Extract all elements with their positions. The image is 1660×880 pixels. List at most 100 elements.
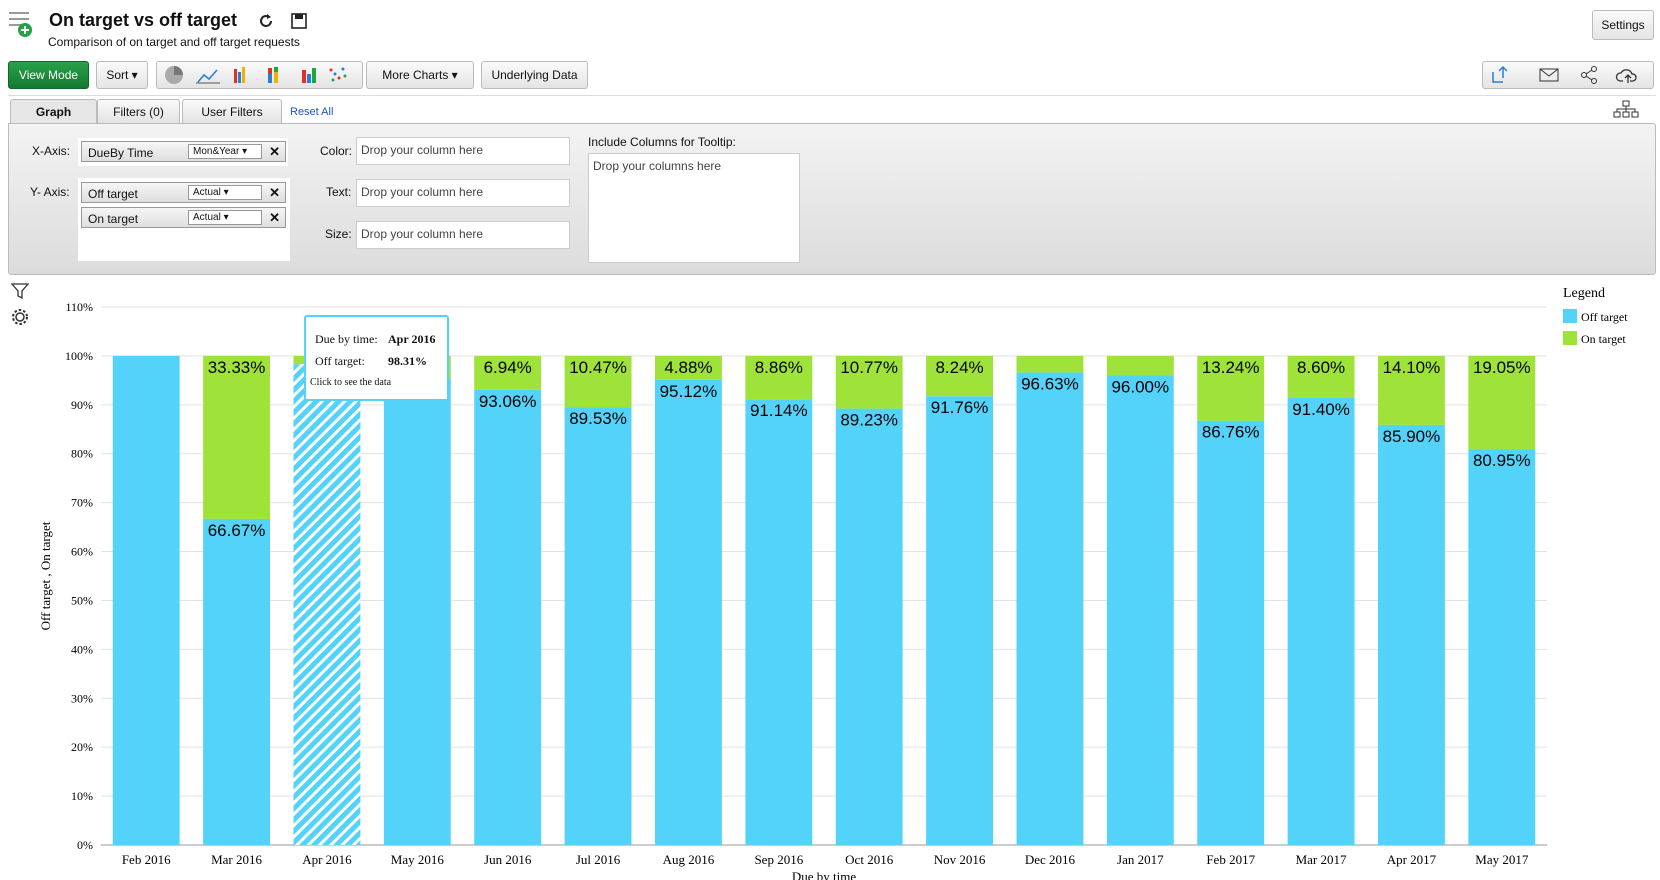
text-drop[interactable]: Drop your column here (356, 179, 570, 207)
x-tick-label: Feb 2017 (1206, 852, 1255, 867)
x-tick-label: Sep 2016 (754, 852, 803, 867)
chart-type-icons[interactable] (157, 62, 362, 88)
bar-segment (1197, 420, 1265, 845)
x-tick-label: Apr 2017 (1387, 852, 1437, 867)
x-tick-label: Nov 2016 (934, 852, 986, 867)
data-label: 89.23% (840, 411, 898, 430)
share-group (1482, 61, 1654, 89)
bar-segment (1016, 355, 1084, 373)
data-label: 4.88% (664, 358, 712, 377)
hierarchy-icon[interactable] (1612, 100, 1640, 118)
legend-label: On target (1581, 332, 1626, 346)
tooltip-columns-drop[interactable]: Drop your columns here (588, 153, 800, 263)
x-tick-label: Mar 2016 (211, 852, 262, 867)
bar-segment (1377, 424, 1445, 845)
view-mode-button[interactable]: View Mode (8, 61, 89, 89)
filters-tab[interactable]: Filters (0) (97, 99, 180, 124)
x-column-name: DueBy Time (88, 146, 154, 160)
y-axis-label: Y- Axis: (30, 185, 70, 199)
x-grouping-select[interactable]: Mon&Year ▾ (188, 144, 262, 159)
page-title: On target vs off target (49, 10, 238, 30)
x-tick-label: May 2016 (391, 852, 445, 867)
x-tick-label: Oct 2016 (845, 852, 894, 867)
color-label: Color: (320, 144, 353, 158)
chart-type-group (156, 61, 363, 89)
x-tick-label: Jul 2016 (576, 852, 621, 867)
bar-segment (745, 399, 813, 845)
settings-icon[interactable] (15, 312, 25, 322)
menu-icon[interactable] (8, 10, 34, 38)
data-label: 8.86% (755, 358, 803, 377)
bar-segment (1287, 355, 1355, 398)
y-column-name: Off target (88, 187, 138, 201)
data-label: 85.90% (1383, 427, 1441, 446)
sort-label: Sort (106, 68, 129, 82)
y-tick-label: 110% (65, 300, 93, 314)
tooltip-key-label: Due by time: (315, 332, 378, 346)
y-tick-label: 20% (71, 740, 93, 754)
remove-icon[interactable]: ✕ (269, 185, 280, 200)
reset-all-link[interactable]: Reset All (290, 106, 334, 118)
x-tick-label: Jun 2016 (484, 852, 532, 867)
data-label: 93.06% (479, 392, 537, 411)
remove-icon[interactable]: ✕ (269, 210, 280, 225)
bar-segment (1468, 449, 1536, 845)
filter-icon[interactable] (10, 283, 30, 300)
user-filters-tab[interactable]: User Filters (182, 99, 282, 124)
data-label: 14.10% (1383, 358, 1441, 377)
bar-segment (1197, 355, 1265, 421)
more-charts-label: More Charts (382, 68, 449, 82)
page-subtitle: Comparison of on target and off target r… (48, 35, 300, 49)
data-label: 10.47% (569, 358, 627, 377)
sort-button[interactable]: Sort ▾ (96, 61, 148, 89)
chart: 0% 10% 20% 30% 40% 50% 60% 70% 80% 90% 100% 110% Feb… (38, 286, 1628, 880)
y-aggregate-select[interactable]: Actual ▾ (188, 210, 262, 225)
legend-swatch (1563, 331, 1577, 345)
x-tick-label: Jan 2017 (1117, 852, 1164, 867)
x-grouping-value: Mon&Year (193, 146, 240, 157)
bar-segment (474, 389, 542, 845)
y-tick-label: 80% (71, 447, 93, 461)
y-tick-label: 10% (71, 789, 93, 803)
color-drop[interactable]: Drop your column here (356, 137, 570, 165)
underlying-data-button[interactable]: Underlying Data (481, 61, 588, 89)
refresh-icon[interactable] (257, 12, 275, 30)
settings-button[interactable]: Settings (1592, 10, 1654, 40)
bar-segment (835, 355, 903, 409)
more-charts-button[interactable]: More Charts ▾ (366, 61, 474, 89)
chart-tools (10, 283, 30, 325)
bar-segment (564, 355, 632, 408)
separator (8, 95, 1656, 96)
remove-icon[interactable]: ✕ (269, 144, 280, 159)
size-drop[interactable]: Drop your column here (356, 221, 570, 249)
share-icons[interactable] (1483, 62, 1653, 88)
bar-segment (383, 378, 451, 845)
bar-segment (293, 364, 361, 845)
data-label: 66.67% (208, 521, 266, 540)
x-column-pill[interactable]: DueBy Time Mon&Year ▾ ✕ (81, 141, 286, 162)
tooltip: Due by time: Apr 2016 Off target: 98.31%… (304, 315, 449, 401)
legend-title: Legend (1563, 286, 1605, 301)
bar-segment (1377, 355, 1445, 425)
bar-segment (1106, 355, 1174, 376)
y-column-pill[interactable]: On target Actual ▾ ✕ (81, 207, 286, 228)
y-tick-label: 40% (71, 642, 93, 656)
tooltip-key-value: Apr 2016 (388, 332, 436, 346)
save-icon[interactable] (290, 12, 308, 30)
y-aggregate-select[interactable]: Actual ▾ (188, 185, 262, 200)
y-column-pill[interactable]: Off target Actual ▾ ✕ (81, 182, 286, 203)
graph-tab[interactable]: Graph (10, 99, 97, 124)
tooltip-series-value: 98.31% (388, 354, 427, 368)
data-label: 89.53% (569, 409, 627, 428)
bar-segment (112, 355, 180, 845)
tooltip-series-label: Off target: (315, 354, 365, 368)
y-tick-label: 30% (71, 691, 93, 705)
y-tick-label: 50% (71, 593, 93, 607)
bar-segment (1106, 375, 1174, 845)
bar-segment (745, 355, 813, 400)
data-label: 95.12% (660, 382, 718, 401)
x-tick-label: Mar 2017 (1296, 852, 1347, 867)
data-label: 96.63% (1021, 374, 1079, 393)
x-tick-label: Dec 2016 (1025, 852, 1076, 867)
data-label: 91.76% (931, 398, 989, 417)
